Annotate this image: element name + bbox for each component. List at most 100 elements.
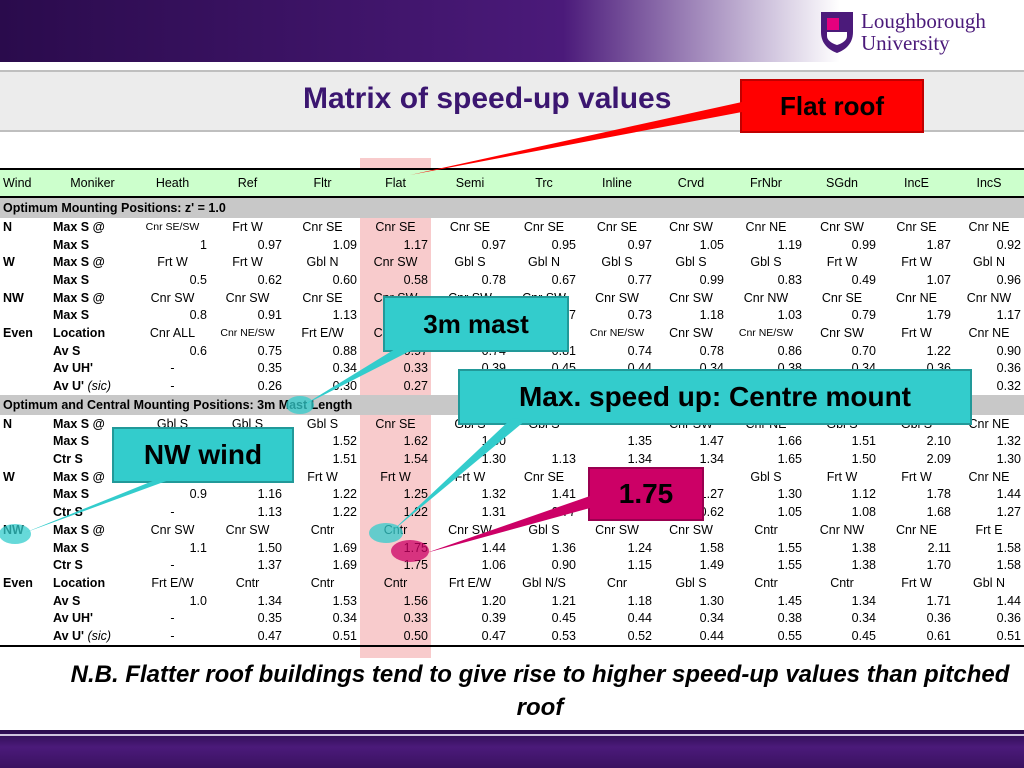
column-header: Inline [579, 168, 655, 198]
header-banner [0, 0, 1024, 62]
value-cell: 1.1 [189, 540, 207, 555]
value-cell: 0.49 [851, 272, 876, 287]
value-cell: 1.55 [777, 558, 802, 573]
value-cell: 1.19 [777, 237, 802, 252]
value-cell: Cntr [310, 575, 335, 590]
value-cell: Cnr ALL [149, 325, 196, 340]
value-cell: 0.9 [189, 487, 207, 502]
wind-cell: Even [3, 325, 33, 340]
value-cell: 1.27 [699, 487, 724, 502]
value-cell: 1.21 [551, 593, 576, 608]
value-cell: 0.88 [332, 343, 357, 358]
value-cell: Cnr SW [669, 522, 713, 537]
value-cell: 1.34 [627, 452, 652, 467]
value-cell: 1.32 [996, 434, 1021, 449]
value-cell: 1.35 [627, 434, 652, 449]
value-cell: Frt W [826, 255, 858, 270]
value-cell: Cnr NE/SW [220, 326, 275, 339]
value-cell: 1.55 [777, 540, 802, 555]
value-cell: 1.05 [699, 237, 724, 252]
table-row: Max S 0.9 1.16 1.22 1.25 1.32 1.41 1.27 1.30 1.12… [0, 486, 1024, 504]
value-cell: 2.10 [926, 434, 951, 449]
wind-cell [0, 503, 50, 521]
wind-cell: NW [3, 290, 24, 305]
value-cell: 1.16 [257, 487, 282, 502]
value-cell: 1.05 [777, 505, 802, 520]
value-cell: 0.79 [851, 308, 876, 323]
value-cell: Cnr SW [669, 290, 713, 305]
value-cell: 1.47 [699, 434, 724, 449]
value-cell: Cnr NE [745, 219, 787, 234]
value-cell: Cnr NE [896, 522, 937, 537]
value-cell: Gbl S [750, 469, 782, 484]
value-cell: 0.86 [777, 343, 802, 358]
value-cell: 0.62 [257, 272, 282, 287]
wind-cell: W [3, 469, 15, 484]
column-header: Flat [360, 168, 431, 198]
moniker-cell: Max S @ [53, 290, 105, 305]
value-callout: 1.75 [588, 467, 704, 521]
value-cell: Gbl N [306, 255, 339, 270]
value-cell: 0.73 [627, 308, 652, 323]
value-cell: 0.61 [879, 627, 954, 647]
flat-roof-callout: Flat roof [740, 79, 924, 133]
wind-cell: NW [3, 522, 24, 537]
value-cell: 0.97 [627, 237, 652, 252]
value-cell: Frt W [232, 219, 263, 234]
mast-callout: 3m mast [383, 296, 569, 352]
column-header: FrNbr [727, 168, 805, 198]
value-cell: 0.91 [257, 308, 282, 323]
value-cell: 0.95 [551, 237, 576, 252]
value-cell: 0.36 [996, 611, 1021, 626]
value-cell: 1.13 [551, 452, 576, 467]
value-cell: Cnr SE [302, 290, 343, 305]
value-cell: Cntr [383, 522, 408, 537]
value-cell: 0.53 [509, 627, 579, 647]
value-cell: 0.99 [699, 272, 724, 287]
value-cell: Cnr SE [523, 219, 565, 234]
column-header: IncE [879, 168, 954, 198]
value-cell: 0.8 [189, 308, 207, 323]
value-cell: 1.58 [996, 558, 1021, 573]
value-cell: 1.71 [926, 593, 951, 608]
value-cell [509, 433, 579, 451]
value-cell: Cnr NE/SW [589, 326, 645, 339]
value-cell: 1.50 [257, 540, 282, 555]
column-header: Moniker [50, 168, 135, 198]
value-cell: 1.30 [777, 487, 802, 502]
moniker-cell: Ctr S [53, 558, 83, 573]
value-cell: 1.13 [332, 308, 357, 323]
table-row: N Max S @ Cnr SE/SW Frt W Cnr SE Cnr SE Cnr SE… [0, 218, 1024, 236]
value-cell: 1.38 [851, 540, 876, 555]
value-cell: 1.18 [627, 593, 652, 608]
value-cell: Cntr [754, 575, 778, 590]
max-speed-callout: Max. speed up: Centre mount [458, 369, 972, 425]
moniker-cell: Max S @ [53, 416, 105, 431]
moniker-cell: Av UH' [53, 611, 94, 626]
value-cell: Cnr SE [596, 219, 638, 234]
moniker-cell: Max S [53, 487, 90, 502]
value-cell: Cnr NE [968, 416, 1010, 431]
value-cell: 1.65 [777, 452, 802, 467]
moniker-cell: Av U' (sic) [50, 627, 135, 647]
value-cell: 0.70 [851, 343, 876, 358]
value-cell: 1.51 [851, 434, 876, 449]
value-cell: 0.26 [257, 379, 282, 394]
university-logo: Loughborough University [815, 8, 1020, 56]
value-cell: 0.67 [551, 272, 576, 287]
value-cell: 0.45 [551, 611, 576, 626]
value-cell: 1.30 [699, 593, 724, 608]
wind-cell [0, 433, 50, 451]
value-cell: Cnr NW [743, 290, 789, 305]
moniker-cell: Av UH' [53, 361, 94, 376]
value-cell: 0.77 [627, 272, 652, 287]
column-header: SGdn [805, 168, 879, 198]
wind-cell [0, 236, 50, 254]
value-cell: Frt W [307, 469, 338, 484]
value-cell: 0.60 [332, 272, 357, 287]
value-cell: Frt W [380, 469, 411, 484]
value-cell: Cntr [754, 522, 778, 537]
value-cell: 1.79 [926, 308, 951, 323]
value-cell: 1.52 [332, 434, 357, 449]
table-row: Av S 1.0 1.34 1.53 1.56 1.20 1.21 1.18 1.30 1.45 1… [0, 592, 1024, 610]
